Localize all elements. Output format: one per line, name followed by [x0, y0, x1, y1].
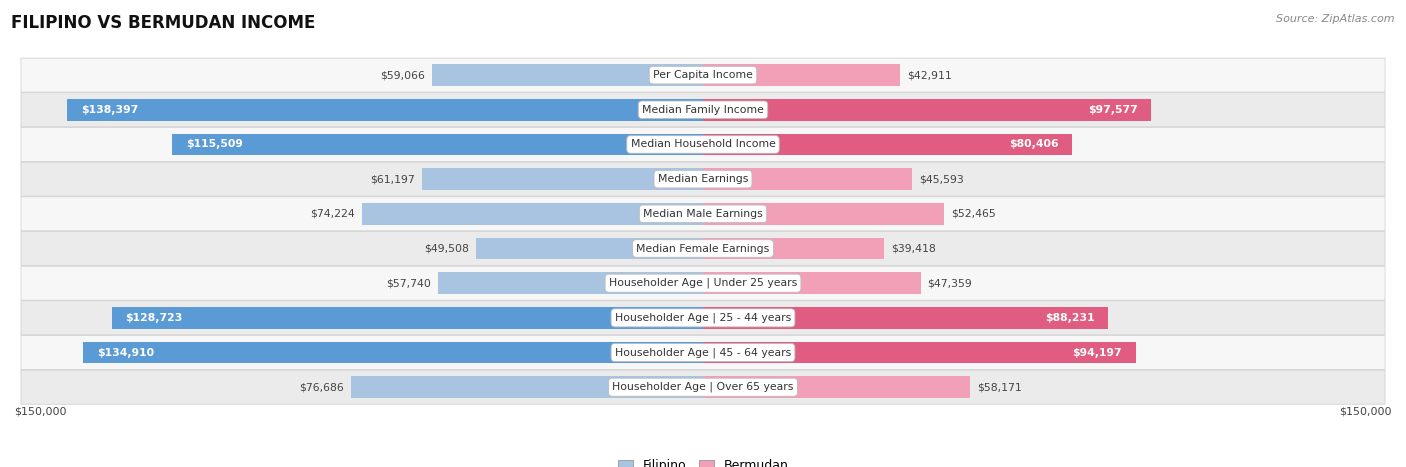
- Text: $115,509: $115,509: [186, 140, 243, 149]
- Text: Householder Age | Over 65 years: Householder Age | Over 65 years: [612, 382, 794, 392]
- Text: $57,740: $57,740: [387, 278, 430, 288]
- Text: $128,723: $128,723: [125, 313, 183, 323]
- Bar: [703, 134, 1073, 155]
- Text: $150,000: $150,000: [14, 406, 66, 416]
- Text: Median Male Earnings: Median Male Earnings: [643, 209, 763, 219]
- Bar: [703, 376, 970, 398]
- FancyBboxPatch shape: [21, 93, 1385, 127]
- FancyBboxPatch shape: [21, 197, 1385, 231]
- Text: $80,406: $80,406: [1010, 140, 1059, 149]
- Text: $49,508: $49,508: [423, 243, 468, 254]
- Bar: [67, 99, 703, 120]
- Text: $76,686: $76,686: [299, 382, 344, 392]
- Text: Householder Age | 45 - 64 years: Householder Age | 45 - 64 years: [614, 347, 792, 358]
- Bar: [422, 169, 703, 190]
- Text: $45,593: $45,593: [920, 174, 965, 184]
- Text: $150,000: $150,000: [1340, 406, 1392, 416]
- Text: Householder Age | 25 - 44 years: Householder Age | 25 - 44 years: [614, 312, 792, 323]
- Legend: Filipino, Bermudan: Filipino, Bermudan: [613, 454, 793, 467]
- Bar: [703, 238, 884, 259]
- Text: $138,397: $138,397: [82, 105, 138, 115]
- Text: $39,418: $39,418: [891, 243, 935, 254]
- Text: $61,197: $61,197: [370, 174, 415, 184]
- Text: FILIPINO VS BERMUDAN INCOME: FILIPINO VS BERMUDAN INCOME: [11, 14, 315, 32]
- Bar: [83, 342, 703, 363]
- Bar: [475, 238, 703, 259]
- Text: $97,577: $97,577: [1088, 105, 1137, 115]
- Text: Median Female Earnings: Median Female Earnings: [637, 243, 769, 254]
- Text: $47,359: $47,359: [928, 278, 972, 288]
- Text: $134,910: $134,910: [97, 347, 155, 358]
- Bar: [703, 169, 912, 190]
- Bar: [703, 272, 921, 294]
- Text: $74,224: $74,224: [311, 209, 356, 219]
- Bar: [703, 64, 900, 86]
- Bar: [432, 64, 703, 86]
- Bar: [703, 307, 1108, 329]
- Text: $94,197: $94,197: [1073, 347, 1122, 358]
- Text: Median Family Income: Median Family Income: [643, 105, 763, 115]
- Bar: [363, 203, 703, 225]
- Bar: [173, 134, 703, 155]
- Text: $59,066: $59,066: [380, 70, 425, 80]
- Text: $52,465: $52,465: [950, 209, 995, 219]
- Text: $42,911: $42,911: [907, 70, 952, 80]
- FancyBboxPatch shape: [21, 127, 1385, 162]
- FancyBboxPatch shape: [21, 162, 1385, 196]
- Bar: [703, 342, 1136, 363]
- FancyBboxPatch shape: [21, 301, 1385, 335]
- FancyBboxPatch shape: [21, 232, 1385, 266]
- Text: Householder Age | Under 25 years: Householder Age | Under 25 years: [609, 278, 797, 289]
- Bar: [703, 99, 1152, 120]
- Text: $88,231: $88,231: [1045, 313, 1094, 323]
- Text: Median Earnings: Median Earnings: [658, 174, 748, 184]
- FancyBboxPatch shape: [21, 370, 1385, 404]
- FancyBboxPatch shape: [21, 58, 1385, 92]
- FancyBboxPatch shape: [21, 266, 1385, 300]
- Text: Per Capita Income: Per Capita Income: [652, 70, 754, 80]
- Text: $58,171: $58,171: [977, 382, 1022, 392]
- Bar: [350, 376, 703, 398]
- Bar: [112, 307, 703, 329]
- Text: Median Household Income: Median Household Income: [630, 140, 776, 149]
- Text: Source: ZipAtlas.com: Source: ZipAtlas.com: [1277, 14, 1395, 24]
- Bar: [437, 272, 703, 294]
- Bar: [703, 203, 943, 225]
- FancyBboxPatch shape: [21, 336, 1385, 369]
